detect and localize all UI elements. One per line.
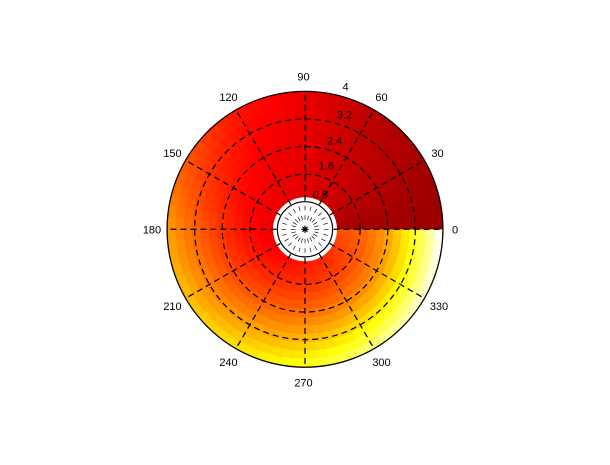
svg-text:30: 30 [431,148,443,160]
svg-text:3.2: 3.2 [337,110,352,122]
svg-text:60: 60 [375,92,387,104]
svg-text:150: 150 [163,148,181,160]
svg-text:210: 210 [163,301,181,313]
svg-text:240: 240 [219,357,237,369]
svg-text:300: 300 [372,357,390,369]
svg-text:4: 4 [342,82,348,94]
svg-text:1.6: 1.6 [319,161,334,173]
svg-text:90: 90 [297,71,309,83]
svg-text:270: 270 [294,377,312,389]
svg-text:180: 180 [143,224,161,236]
svg-text:0.8: 0.8 [313,190,328,202]
svg-text:2.4: 2.4 [327,136,342,148]
svg-text:0: 0 [452,224,458,236]
svg-text:330: 330 [430,301,448,313]
svg-text:120: 120 [219,92,237,104]
